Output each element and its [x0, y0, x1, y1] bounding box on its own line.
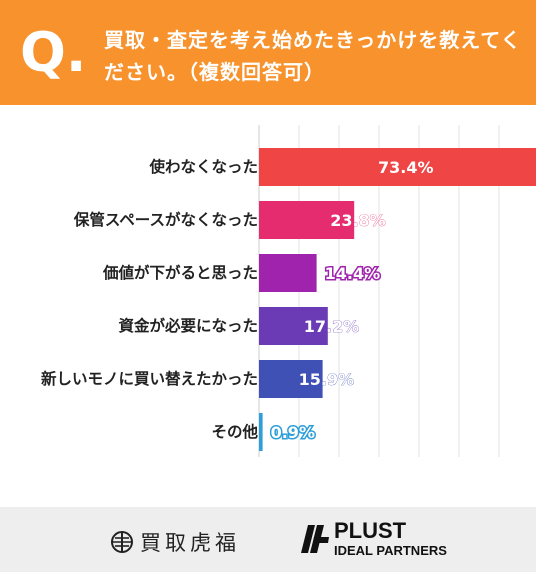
category-label-1: 使わなくなった: [149, 158, 258, 176]
brand2-sub: IDEAL PARTNERS: [334, 543, 447, 558]
bar-4: [259, 307, 328, 345]
bar-value-label-1: 73.4%: [378, 158, 434, 177]
bar-5: [259, 360, 323, 398]
bar-value-label-2: 23.8%: [330, 211, 386, 230]
brand-plust: PLUST IDEAL PARTNERS: [300, 519, 447, 558]
footer: 買取虎福 PLUST IDEAL PARTNERS: [0, 507, 536, 572]
bar-6: [259, 413, 263, 451]
bar-chart-svg: 73.4% 23.8% 14.4% 17.2% 15.9% 0.9%: [258, 125, 536, 457]
question-header: Q. 買取・査定を考え始めたきっかけを教えてください。（複数回答可）: [0, 0, 536, 105]
kaitori-logo-icon: [111, 531, 133, 553]
plust-logo-icon: [301, 524, 329, 553]
q-mark: Q.: [20, 21, 87, 84]
bar-1: [259, 148, 536, 186]
brand-kaitori-torafuku: 買取虎福: [110, 527, 240, 557]
bar-3: [259, 254, 317, 292]
brand2-name: PLUST: [334, 518, 407, 543]
category-label-2: 保管スペースがなくなった: [73, 211, 258, 229]
category-label-4: 資金が必要になった: [118, 317, 258, 335]
bar-chart: 73.4% 23.8% 14.4% 17.2% 15.9% 0.9% 使わなくなった保管ス…: [0, 105, 536, 505]
bar-value-label-5: 15.9%: [299, 370, 355, 389]
bar-value-label-4: 17.2%: [304, 317, 360, 336]
brand1-name: 買取虎福: [140, 531, 240, 555]
bar-value-label-3: 14.4%: [325, 264, 381, 283]
question-text: 買取・査定を考え始めたきっかけを教えてください。（複数回答可）: [104, 28, 522, 84]
category-label-6: その他: [211, 423, 258, 441]
bar-value-label-6: 0.9%: [271, 423, 315, 442]
bar-2: [259, 201, 355, 239]
category-label-5: 新しいモノに買い替えたかった: [40, 370, 258, 388]
category-label-3: 価値が下がると思った: [102, 264, 258, 282]
